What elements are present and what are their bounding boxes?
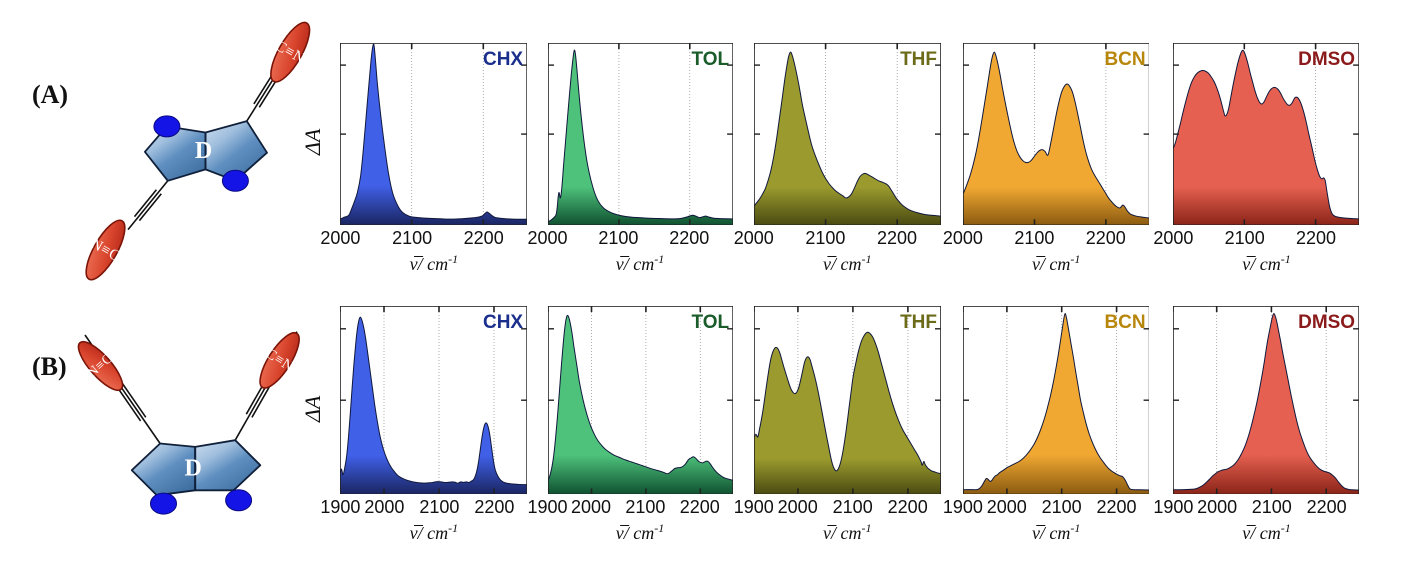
svg-text:THF: THF	[900, 312, 937, 333]
svg-text:THF: THF	[900, 49, 937, 70]
svg-text:CHX: CHX	[483, 49, 523, 70]
svg-text:BCN: BCN	[1104, 312, 1145, 333]
svg-text:TOL: TOL	[691, 49, 729, 70]
svg-text:BCN: BCN	[1104, 49, 1145, 70]
svg-text:D: D	[185, 456, 202, 482]
svg-text:CHX: CHX	[483, 312, 523, 333]
svg-text:DMSO: DMSO	[1299, 49, 1356, 70]
svg-text:DMSO: DMSO	[1299, 312, 1356, 333]
svg-text:TOL: TOL	[691, 312, 729, 333]
